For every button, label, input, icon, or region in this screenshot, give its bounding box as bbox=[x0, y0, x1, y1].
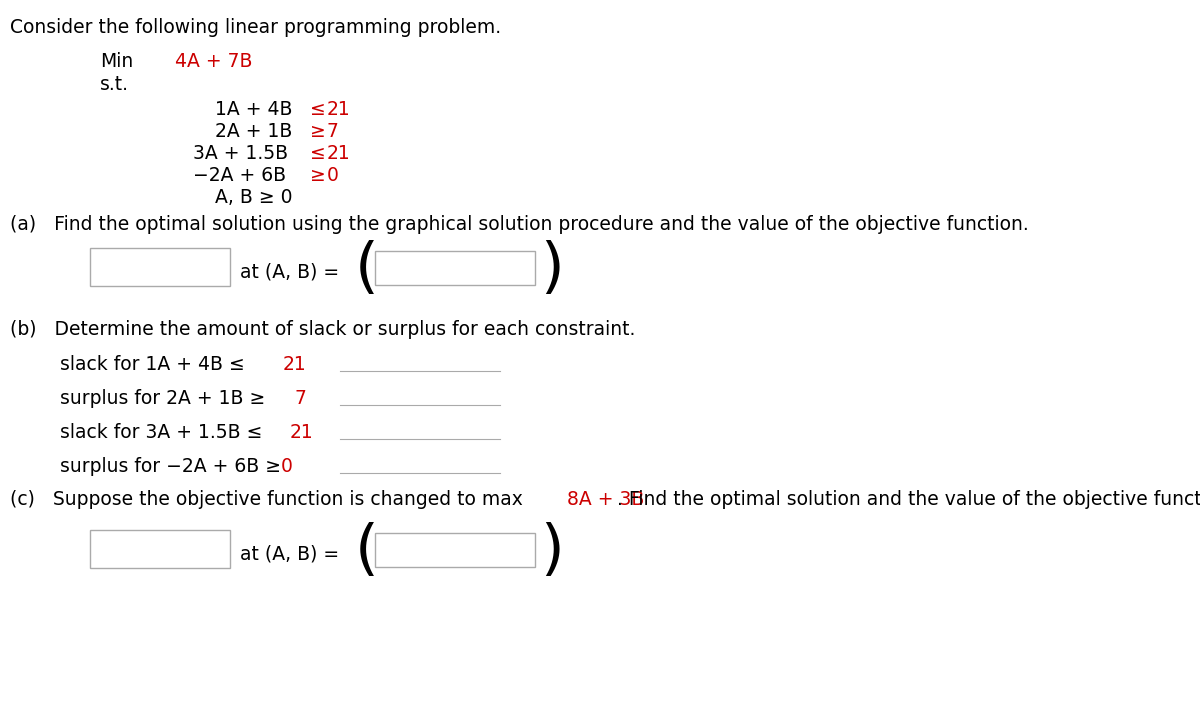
Text: ≤: ≤ bbox=[310, 100, 325, 119]
Text: 2A + 1B: 2A + 1B bbox=[215, 122, 293, 141]
Bar bbox=[374, 251, 535, 285]
Text: (c)   Suppose the objective function is changed to max: (c) Suppose the objective function is ch… bbox=[10, 490, 529, 509]
Text: 0: 0 bbox=[326, 166, 338, 185]
Text: 0: 0 bbox=[281, 457, 293, 476]
Text: slack for 1A + 4B ≤: slack for 1A + 4B ≤ bbox=[60, 355, 251, 374]
Text: Consider the following linear programming problem.: Consider the following linear programmin… bbox=[10, 18, 502, 37]
Text: surplus for 2A + 1B ≥: surplus for 2A + 1B ≥ bbox=[60, 389, 271, 408]
Text: 21: 21 bbox=[290, 423, 313, 442]
Text: 1A + 4B: 1A + 4B bbox=[215, 100, 293, 119]
Text: at (A, B) =: at (A, B) = bbox=[240, 545, 340, 564]
Text: 21: 21 bbox=[326, 144, 350, 163]
Text: 21: 21 bbox=[283, 355, 307, 374]
Text: at (A, B) =: at (A, B) = bbox=[240, 263, 340, 282]
Text: Min: Min bbox=[100, 52, 133, 71]
Text: (a)   Find the optimal solution using the graphical solution procedure and the v: (a) Find the optimal solution using the … bbox=[10, 215, 1028, 234]
Text: surplus for −2A + 6B ≥: surplus for −2A + 6B ≥ bbox=[60, 457, 287, 476]
Text: A, B ≥ 0: A, B ≥ 0 bbox=[215, 188, 293, 207]
Text: ≥: ≥ bbox=[310, 122, 325, 141]
Text: −2A + 6B: −2A + 6B bbox=[193, 166, 286, 185]
Text: ≥: ≥ bbox=[310, 166, 325, 185]
Text: ): ) bbox=[540, 522, 564, 581]
Text: 21: 21 bbox=[326, 100, 350, 119]
Text: 4A + 7B: 4A + 7B bbox=[175, 52, 252, 71]
Bar bbox=[374, 533, 535, 567]
Bar bbox=[90, 248, 230, 286]
Text: ≤: ≤ bbox=[310, 144, 325, 163]
Text: slack for 3A + 1.5B ≤: slack for 3A + 1.5B ≤ bbox=[60, 423, 269, 442]
Text: 7: 7 bbox=[326, 122, 338, 141]
Text: (: ( bbox=[355, 241, 379, 300]
Text: 7: 7 bbox=[295, 389, 307, 408]
Text: s.t.: s.t. bbox=[100, 75, 130, 94]
Text: (: ( bbox=[355, 522, 379, 581]
Text: 8A + 3B: 8A + 3B bbox=[568, 490, 644, 509]
Text: (b)   Determine the amount of slack or surplus for each constraint.: (b) Determine the amount of slack or sur… bbox=[10, 320, 635, 339]
Text: 3A + 1.5B: 3A + 1.5B bbox=[193, 144, 288, 163]
Text: ): ) bbox=[540, 241, 564, 300]
Text: . Find the optimal solution and the value of the objective function.: . Find the optimal solution and the valu… bbox=[617, 490, 1200, 509]
Bar bbox=[90, 530, 230, 568]
